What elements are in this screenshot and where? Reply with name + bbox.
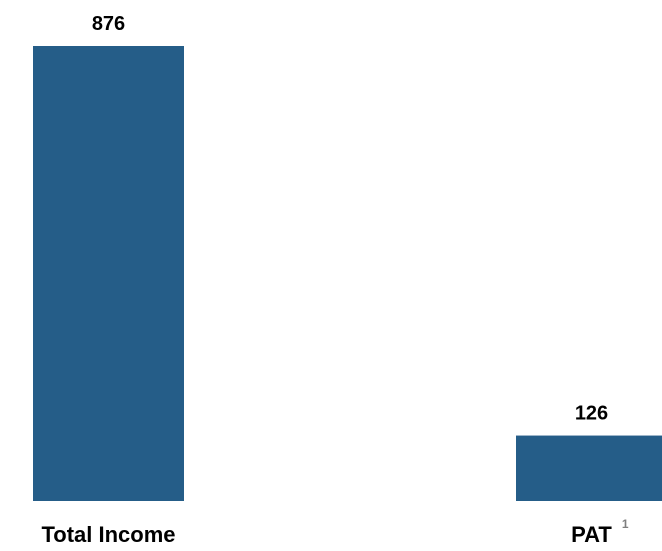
category-labels-group: Total Income PAT 1 xyxy=(41,517,628,547)
value-label-total-income: 876 xyxy=(92,13,125,35)
footnote-marker-pat: 1 xyxy=(622,517,629,531)
bar-pat xyxy=(516,435,662,501)
value-label-pat: 126 xyxy=(575,403,608,425)
category-label-total-income: Total Income xyxy=(41,522,175,547)
value-labels-group: 876 126 xyxy=(92,13,608,425)
category-label-pat: PAT xyxy=(571,522,612,547)
bars-group xyxy=(33,46,662,501)
bar-total-income xyxy=(33,46,184,501)
